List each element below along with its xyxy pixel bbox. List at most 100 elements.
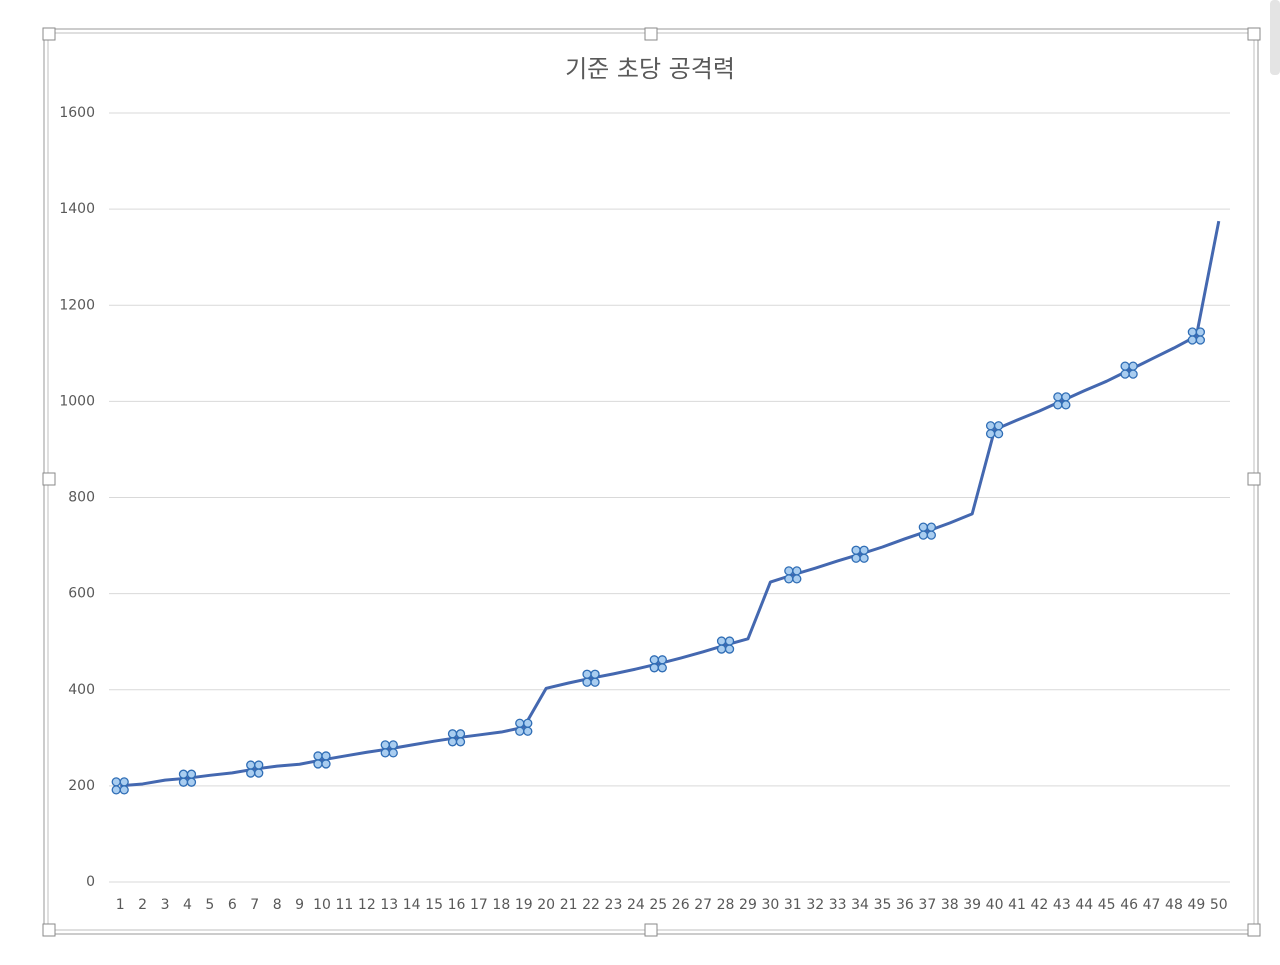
marker-dot: [993, 429, 1004, 439]
marker-dot: [582, 669, 592, 679]
marker-dot: [792, 574, 802, 584]
marker-dot: [792, 566, 802, 576]
marker-dot: [859, 553, 869, 563]
handle[interactable]: [1247, 27, 1261, 41]
x-tick-label: 29: [739, 897, 757, 913]
marker-dot: [119, 777, 129, 787]
x-tick-label: 26: [672, 897, 690, 913]
handle[interactable]: [644, 27, 658, 41]
marker-dot: [523, 726, 533, 736]
x-tick-label: 49: [1187, 897, 1205, 913]
marker-dot: [784, 566, 794, 576]
marker-dot: [254, 768, 264, 778]
marker-dot: [313, 751, 323, 761]
y-tick-label: 1600: [59, 105, 95, 121]
x-tick-label: 1: [116, 897, 125, 913]
marker: [515, 718, 533, 736]
x-tick-label: 31: [784, 897, 802, 913]
x-tick-label: 33: [829, 897, 847, 913]
marker-dot: [1053, 400, 1063, 410]
x-tick-label: 44: [1075, 897, 1093, 913]
marker-dot: [178, 769, 189, 779]
marker-dot: [380, 748, 390, 758]
x-tick-label: 4: [183, 897, 192, 913]
handle[interactable]: [42, 27, 56, 41]
handle[interactable]: [644, 923, 658, 937]
x-tick-label: 25: [649, 897, 667, 913]
x-tick-label: 11: [335, 897, 353, 913]
marker-dot: [1053, 392, 1063, 402]
marker: [447, 729, 466, 747]
handle[interactable]: [1247, 923, 1261, 937]
x-tick-label: 10: [313, 897, 331, 913]
marker-dot: [186, 777, 197, 787]
marker-dot: [321, 759, 331, 769]
marker-dot: [447, 737, 458, 747]
y-tick-label: 1400: [59, 201, 95, 217]
y-tick-label: 0: [86, 874, 95, 890]
x-tick-label: 40: [986, 897, 1004, 913]
handle[interactable]: [1247, 472, 1261, 486]
x-tick-label: 6: [228, 897, 237, 913]
x-tick-label: 13: [380, 897, 398, 913]
x-tick-label: 16: [448, 897, 466, 913]
x-tick-label: 39: [963, 897, 981, 913]
x-tick-label: 3: [161, 897, 170, 913]
y-tick-label: 1200: [59, 297, 95, 313]
x-tick-label: 9: [295, 897, 304, 913]
marker-dot: [851, 553, 861, 563]
x-tick-label: 42: [1031, 897, 1049, 913]
marker: [111, 777, 129, 795]
x-tick-label: 7: [250, 897, 259, 913]
marker-dot: [724, 636, 735, 646]
x-tick-label: 18: [492, 897, 510, 913]
x-tick-label: 35: [874, 897, 892, 913]
marker-dot: [926, 530, 936, 540]
x-tick-label: 21: [560, 897, 578, 913]
x-tick-label: 27: [694, 897, 712, 913]
marker-dot: [1061, 392, 1071, 402]
marker-dot: [321, 751, 331, 761]
marker-dot: [515, 726, 525, 736]
marker-dot: [918, 530, 928, 540]
marker-dot: [716, 636, 727, 646]
x-tick-label: 22: [582, 897, 600, 913]
y-tick-label: 1000: [59, 393, 95, 409]
marker-dot: [1120, 361, 1130, 371]
marker: [380, 740, 398, 758]
x-tick-label: 37: [918, 897, 936, 913]
marker: [1053, 392, 1071, 410]
marker-dot: [447, 729, 458, 739]
x-tick-label: 46: [1120, 897, 1138, 913]
marker-dot: [1195, 335, 1206, 345]
marker-dot: [649, 663, 659, 673]
marker-dot: [657, 655, 667, 665]
scrollbar[interactable]: [1270, 0, 1280, 75]
marker-dot: [388, 748, 398, 758]
marker-dot: [523, 718, 533, 728]
marker-dot: [582, 677, 592, 687]
marker: [582, 669, 600, 687]
handle[interactable]: [42, 472, 56, 486]
handle[interactable]: [42, 923, 56, 937]
marker: [1120, 361, 1138, 379]
marker-dot: [784, 574, 794, 584]
marker-dot: [590, 677, 600, 687]
marker-dot: [985, 421, 996, 431]
marker-dot: [1187, 327, 1198, 337]
y-tick-label: 200: [68, 778, 95, 794]
marker: [1187, 327, 1206, 345]
x-tick-label: 23: [605, 897, 623, 913]
marker-dot: [724, 644, 735, 654]
marker-dot: [246, 760, 256, 770]
marker-dot: [851, 545, 861, 555]
marker-dot: [455, 737, 466, 747]
marker: [313, 751, 331, 769]
x-tick-label: 14: [403, 897, 421, 913]
x-tick-label: 19: [515, 897, 533, 913]
x-tick-label: 15: [425, 897, 443, 913]
marker-dot: [1128, 369, 1138, 379]
marker-dot: [657, 663, 667, 673]
